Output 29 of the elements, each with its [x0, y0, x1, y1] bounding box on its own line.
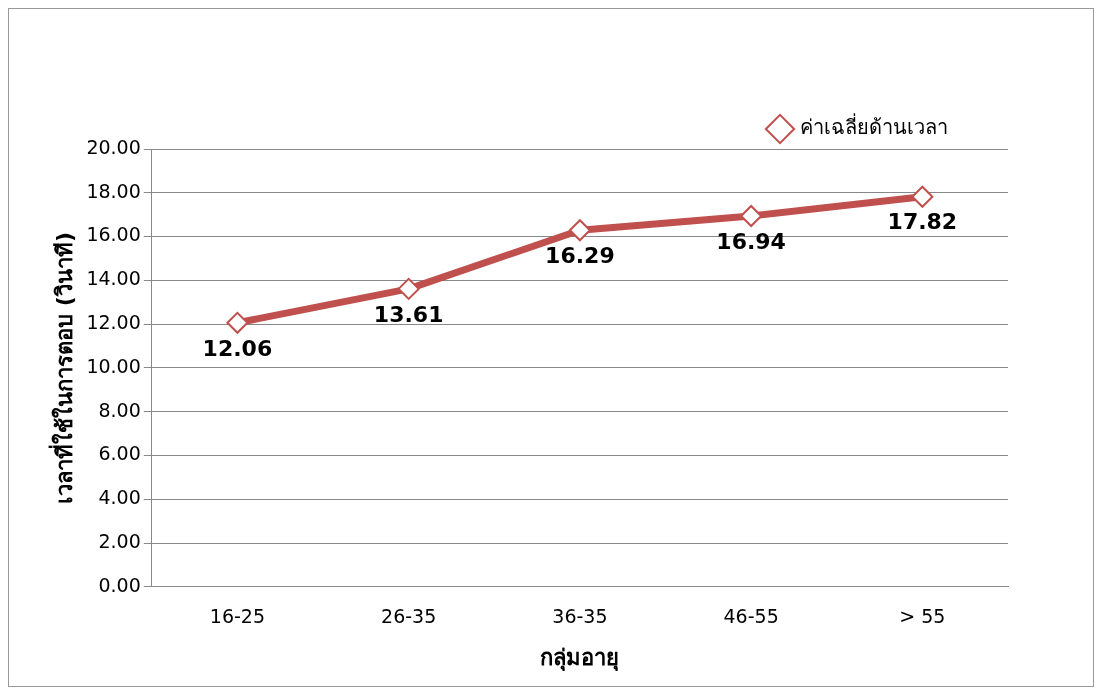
legend-label: ค่าเฉลี่ยด้านเวลา — [800, 113, 948, 140]
x-tick-label: 36-35 — [552, 605, 608, 628]
x-tick-label: 26-35 — [381, 605, 437, 628]
data-label: 17.82 — [887, 209, 958, 235]
point — [226, 311, 249, 334]
y-tick-label: 20.00 — [86, 135, 141, 158]
x-tick-label: 16-25 — [209, 605, 266, 628]
y-tick-label: 6.00 — [98, 442, 141, 465]
data-label: 13.61 — [373, 301, 444, 327]
data-label: 16.94 — [716, 228, 786, 254]
y-tick-label: 12.00 — [86, 311, 141, 334]
y-axis-title: เวลาที่ใช้ในการตอบ (วินาที) — [47, 232, 77, 504]
data-label: 16.29 — [545, 242, 615, 268]
x-axis-title: กลุ่มอายุ — [540, 644, 620, 672]
point — [740, 204, 763, 227]
y-tick-label: 4.00 — [98, 486, 141, 509]
y-tick-label: 0.00 — [98, 573, 141, 596]
data-label: 12.06 — [202, 335, 273, 361]
y-tick-label: 14.00 — [86, 267, 141, 290]
point — [911, 185, 934, 208]
y-tick-label: 8.00 — [98, 398, 141, 421]
x-tick-label: 46-55 — [723, 605, 779, 628]
point — [397, 277, 420, 300]
y-tick-label: 10.00 — [86, 354, 141, 377]
point — [568, 219, 591, 242]
y-tick-label: 16.00 — [86, 223, 141, 246]
y-tick-label: 2.00 — [98, 529, 141, 552]
y-tick-label: 18.00 — [86, 179, 141, 202]
x-tick-label: > 55 — [899, 605, 946, 628]
